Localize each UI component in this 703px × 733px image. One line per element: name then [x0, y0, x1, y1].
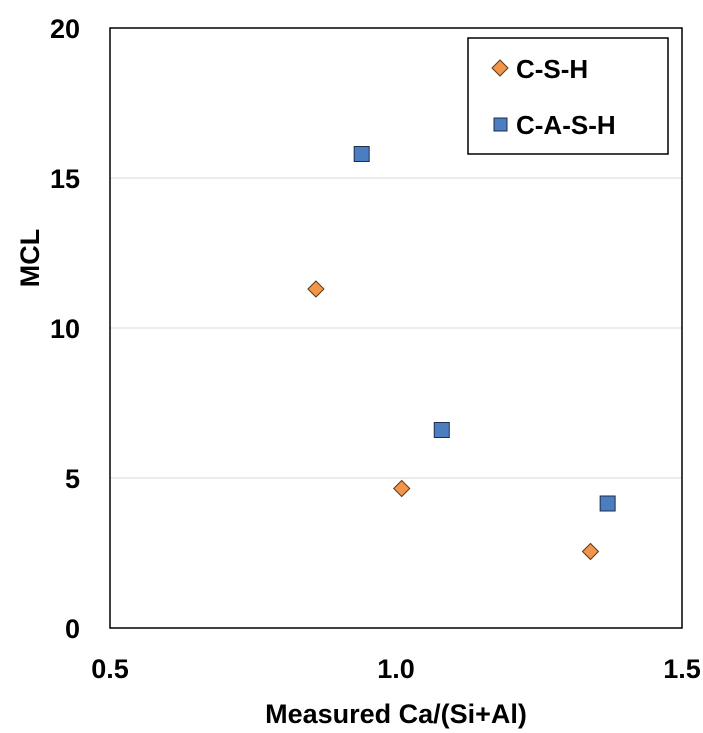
legend-label-c-a-s-h: C-A-S-H	[516, 110, 616, 140]
plot-area-frame	[109, 27, 683, 629]
legend-label-c-s-h: C-S-H	[516, 54, 588, 84]
y-tick-label: 0	[65, 614, 80, 644]
x-tick-label: 1.0	[377, 654, 415, 684]
y-tick-labels: 0 5 10 15 20	[50, 14, 80, 644]
gridlines	[110, 177, 682, 479]
data-point-c-s-h	[307, 280, 325, 298]
data-point-c-s-h	[393, 479, 411, 498]
x-tick-labels: 0.5 1.0 1.5	[91, 654, 701, 684]
data-point-c-a-s-h	[353, 146, 370, 162]
legend: C-S-H C-A-S-H	[467, 37, 669, 155]
data-points	[307, 146, 616, 561]
y-tick-label: 15	[50, 164, 80, 194]
data-point-c-a-s-h	[599, 495, 616, 512]
y-tick-label: 10	[50, 314, 80, 344]
data-point-c-s-h	[581, 542, 600, 561]
y-tick-label: 5	[65, 464, 80, 494]
x-tick-label: 0.5	[91, 654, 129, 684]
data-point-c-a-s-h	[433, 422, 450, 438]
legend-box	[467, 37, 669, 155]
y-axis-label: MCL	[15, 229, 45, 287]
legend-marker-c-s-h	[491, 59, 509, 77]
x-axis-label: Measured Ca/(Si+Al)	[265, 699, 527, 729]
y-tick-label: 20	[50, 14, 80, 44]
x-tick-label: 1.5	[663, 654, 701, 684]
legend-marker-c-a-s-h	[493, 117, 508, 132]
